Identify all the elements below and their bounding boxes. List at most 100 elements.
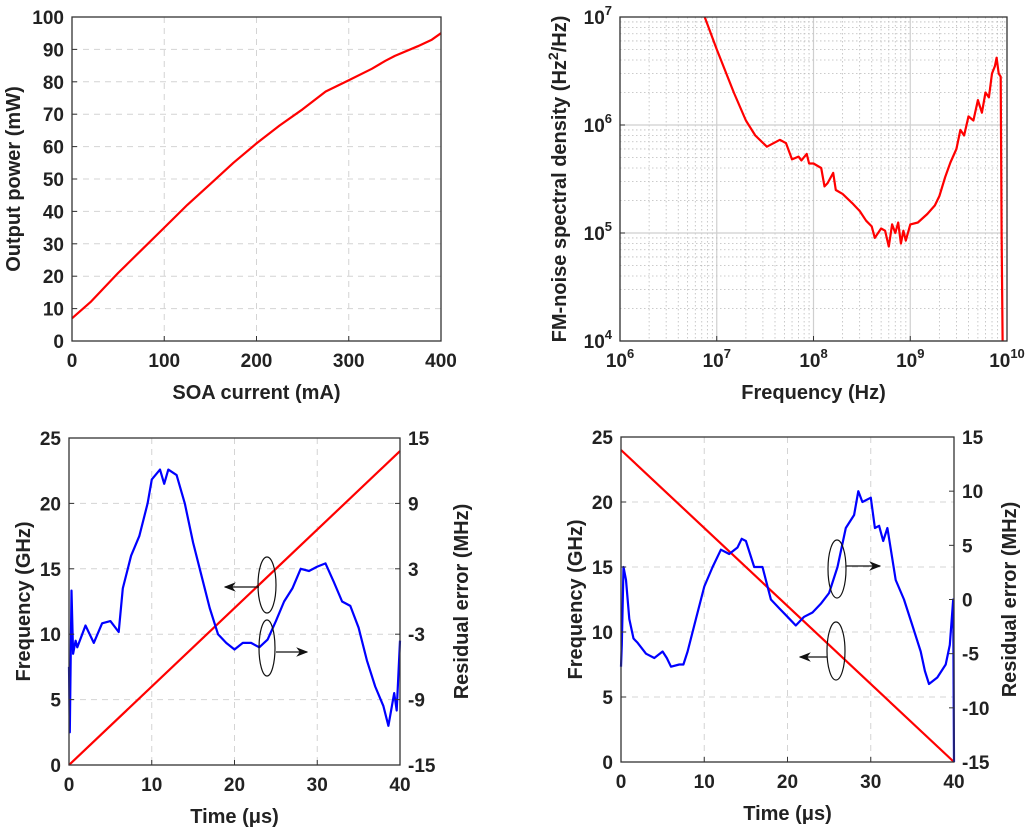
series-line-fm-noise-psd xyxy=(703,16,1004,342)
y-axis-label: Output power (mW) xyxy=(3,86,25,272)
x-tick-label: 400 xyxy=(425,351,457,372)
y-axis-label: Frequency (GHz) xyxy=(565,519,587,679)
y-right-axis-label: Residual error (MHz) xyxy=(451,504,473,700)
tick-base: 10 xyxy=(703,351,724,372)
x-tick-label: 0 xyxy=(616,772,627,793)
y-tick-label: 100 xyxy=(32,8,64,29)
x-tick-label: 300 xyxy=(333,351,365,372)
subplot-3: 0 10 20 30 40 0 5 10 15 20 25 -15 -9 -3 3 9 15 Time (μs) F… xyxy=(13,429,473,828)
x-tick-label: 0 xyxy=(64,775,75,796)
y-right-tick-label: -15 xyxy=(408,756,436,777)
y-tick-label: 10 xyxy=(43,300,64,321)
x-tick-label: 10 xyxy=(694,772,715,793)
y-tick-label: 60 xyxy=(43,138,64,159)
y-tick-label: 107 xyxy=(584,3,612,29)
y-tick-label: 105 xyxy=(584,219,612,245)
x-tick-label: 106 xyxy=(606,346,634,372)
y-label-part: /Hz) xyxy=(549,16,571,53)
y-tick-label: 5 xyxy=(602,688,613,709)
y-right-tick-label: 15 xyxy=(408,429,430,450)
annotation-ellipse xyxy=(258,619,276,677)
x-tick-label: 40 xyxy=(389,775,410,796)
y-label-superscript: 2 xyxy=(545,52,561,60)
series-line-frequency xyxy=(68,450,401,766)
x-tick-label: 20 xyxy=(777,772,798,793)
tick-exponent: 5 xyxy=(605,219,612,234)
grid xyxy=(68,437,401,766)
tick-exponent: 6 xyxy=(605,111,612,126)
y-tick-label: 15 xyxy=(40,560,62,581)
y-tick-label: 25 xyxy=(592,428,614,449)
y-right-tick-label: -10 xyxy=(962,699,989,720)
x-axis-label: Time (μs) xyxy=(190,806,279,828)
y-tick-label: 20 xyxy=(43,267,64,288)
y-tick-label: 20 xyxy=(40,494,61,515)
annotation-ellipse xyxy=(826,621,846,681)
y-right-axis-label: Residual error (MHz) xyxy=(999,502,1021,698)
x-tick-label: 30 xyxy=(860,772,881,793)
x-tick-label: 0 xyxy=(67,351,78,372)
tick-exponent: 6 xyxy=(627,346,634,361)
y-tick-label: 30 xyxy=(43,235,64,256)
y-axis-label: FM-noise spectral density (Hz2/Hz) xyxy=(545,16,571,343)
grid xyxy=(71,16,442,342)
series-line-frequency xyxy=(620,449,955,763)
x-tick-label: 100 xyxy=(148,351,180,372)
annotation-left-axis-plot4 xyxy=(798,621,846,681)
y-tick-label: 40 xyxy=(43,202,64,223)
y-right-tick-label: 9 xyxy=(408,494,419,515)
y-tick-label: 80 xyxy=(43,73,64,94)
series-line-output-power xyxy=(71,32,442,320)
y-tick-label: 25 xyxy=(40,429,62,450)
y-tick-label: 10 xyxy=(40,625,61,646)
x-tick-label: 1010 xyxy=(989,346,1025,372)
y-right-tick-label: 3 xyxy=(408,560,419,581)
y-right-tick-label: 5 xyxy=(962,536,973,557)
y-tick-label: 106 xyxy=(584,111,612,137)
x-tick-label: 20 xyxy=(224,775,245,796)
tick-exponent: 8 xyxy=(820,346,827,361)
y-tick-label: 0 xyxy=(50,756,61,777)
y-tick-label: 0 xyxy=(53,332,64,353)
y-tick-label: 15 xyxy=(592,558,614,579)
x-tick-label: 107 xyxy=(703,346,731,372)
x-tick-label: 108 xyxy=(799,346,827,372)
annotation-right-axis-plot4 xyxy=(827,539,882,599)
annotation-right-axis-plot3 xyxy=(258,619,309,677)
tick-base: 10 xyxy=(584,116,605,137)
grid xyxy=(619,17,1007,342)
tick-base: 10 xyxy=(584,332,605,353)
x-tick-label: 109 xyxy=(896,346,924,372)
tick-exponent: 9 xyxy=(917,346,924,361)
y-tick-label: 90 xyxy=(43,40,64,61)
x-tick-label: 30 xyxy=(307,775,328,796)
annotation-ellipse xyxy=(257,556,277,614)
x-axis-label: Frequency (Hz) xyxy=(741,382,885,404)
y-tick-label: 20 xyxy=(592,493,613,514)
y-right-tick-label: 0 xyxy=(962,591,973,612)
annotation-ellipse xyxy=(827,539,847,599)
y-tick-label: 10 xyxy=(592,623,613,644)
subplot-4: 0 10 20 30 40 0 5 10 15 20 25 -15 -10 -5 0 5 10 15 Time (μ… xyxy=(565,428,1021,825)
subplot-1: 0 100 200 300 400 0 10 20 30 40 50 60 70 80 90 100 SOA c… xyxy=(3,8,457,404)
tick-base: 10 xyxy=(584,224,605,245)
x-axis-label: Time (μs) xyxy=(743,803,832,825)
tick-base: 10 xyxy=(584,8,605,29)
y-label-part: FM-noise spectral density (Hz xyxy=(549,60,571,342)
tick-base: 10 xyxy=(799,351,820,372)
y-right-tick-label: 15 xyxy=(962,428,984,449)
tick-exponent: 7 xyxy=(605,3,612,18)
y-tick-label: 104 xyxy=(584,327,613,353)
annotation-left-axis-plot3 xyxy=(223,556,277,614)
y-right-tick-label: -5 xyxy=(962,645,979,666)
tick-base: 10 xyxy=(896,351,917,372)
y-tick-label: 5 xyxy=(50,691,61,712)
series-line-residual-error xyxy=(67,468,402,734)
y-right-tick-label: -3 xyxy=(408,625,425,646)
tick-base: 10 xyxy=(989,351,1010,372)
y-axis-label: Frequency (GHz) xyxy=(13,521,35,681)
tick-exponent: 4 xyxy=(605,327,613,342)
x-tick-label: 40 xyxy=(943,772,964,793)
